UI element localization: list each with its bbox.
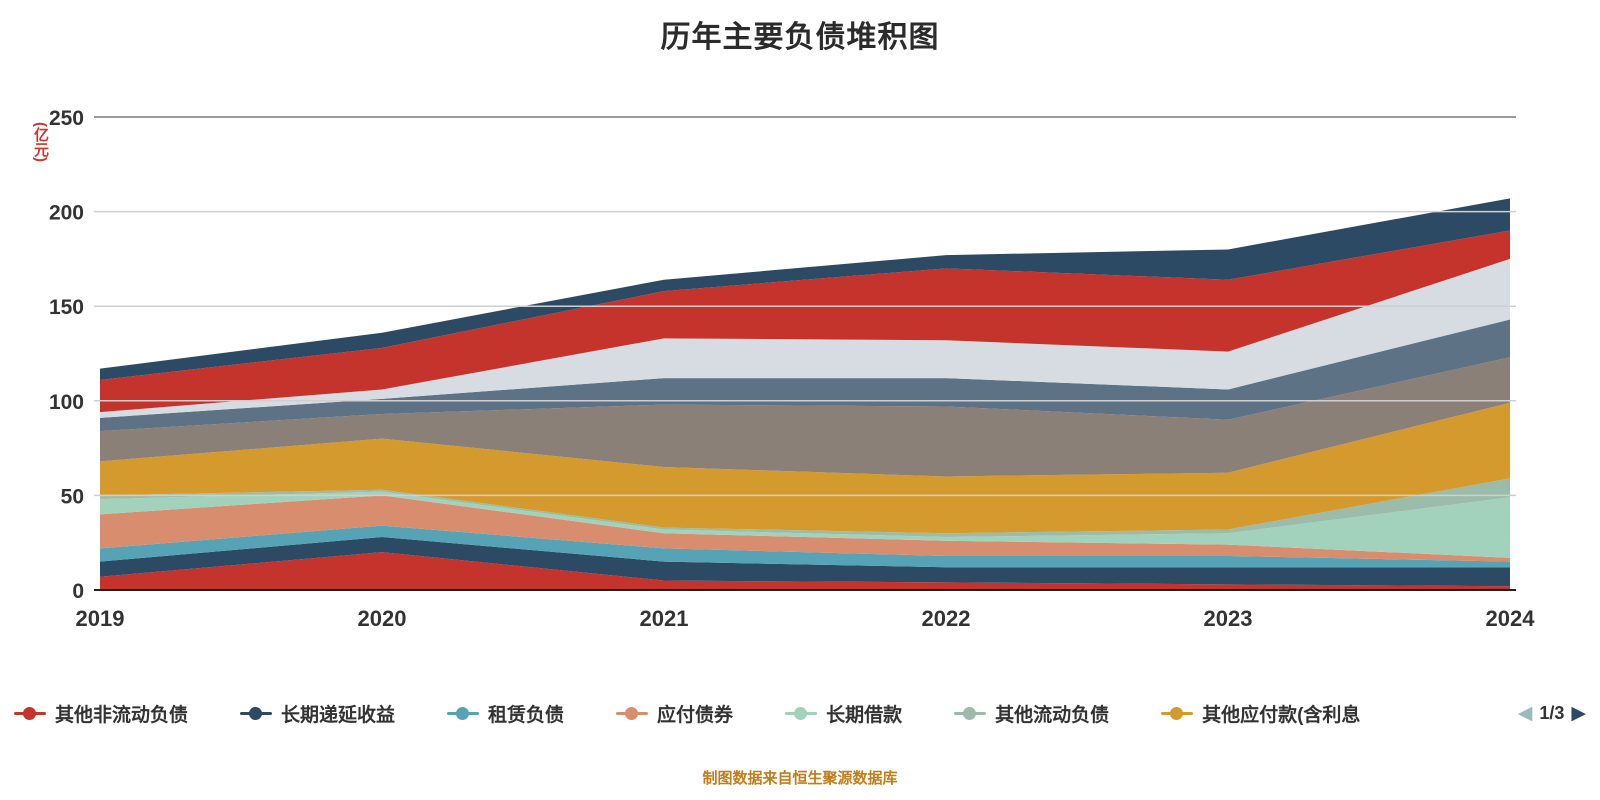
- legend-marker-icon: [14, 706, 46, 721]
- legend-items: 其他非流动负债 长期递延收益 租赁负债 应付债券 长期借款 其他流动负债 其他应付款(含利息: [14, 700, 1412, 727]
- legend-marker-icon: [1161, 706, 1194, 721]
- area-series-2-长期递延收益[interactable]: [100, 537, 1510, 587]
- legend-marker-icon: [447, 706, 480, 721]
- legend-item-6[interactable]: 其他流动负债: [954, 700, 1109, 727]
- y-tick-label-0: 0: [72, 580, 84, 603]
- legend-item-2[interactable]: 长期递延收益: [240, 700, 395, 727]
- y-tick-label-100: 100: [49, 391, 84, 414]
- y-tick-label-200: 200: [49, 202, 84, 225]
- legend-pager-text: 1/3: [1539, 703, 1565, 723]
- y-tick-label-150: 150: [49, 296, 84, 319]
- area-series-1-其他非流动负债[interactable]: [100, 552, 1510, 590]
- area-series-5-长期借款[interactable]: [100, 491, 1510, 558]
- legend-marker-icon: [785, 706, 818, 721]
- y-axis-unit-label: (亿元): [32, 122, 49, 162]
- area-series-4-应付债券[interactable]: [100, 495, 1510, 562]
- legend-item-7[interactable]: 其他应付款(含利息: [1161, 700, 1360, 727]
- x-tick-label-2023: 2023: [1204, 606, 1253, 631]
- legend-next-arrow-icon[interactable]: ▶: [1571, 703, 1586, 724]
- x-tick-label-2019: 2019: [76, 606, 125, 631]
- legend-item-5[interactable]: 长期借款: [785, 700, 902, 727]
- area-series-8-系列8[interactable]: [100, 357, 1510, 477]
- legend-marker-icon: [954, 706, 987, 721]
- area-series-7-其他应付款(含利息)[interactable]: [100, 402, 1510, 534]
- legend-item-label: 长期递延收益: [281, 705, 396, 726]
- area-series-12-系列12[interactable]: [100, 198, 1510, 380]
- legend-item-1[interactable]: 其他非流动负债: [14, 700, 188, 727]
- legend-item-label: 其他流动负债: [995, 705, 1110, 726]
- legend-item-label: 应付债券: [657, 705, 734, 726]
- y-tick-label-50: 50: [61, 485, 84, 508]
- area-series-11-系列11[interactable]: [100, 230, 1510, 413]
- legend-pager: ◀ 1/3 ▶: [1518, 703, 1586, 724]
- legend-item-3[interactable]: 租赁负债: [447, 700, 564, 727]
- area-series-10-系列10[interactable]: [100, 258, 1510, 418]
- area-series-3-租赁负债[interactable]: [100, 525, 1510, 568]
- legend-prev-arrow-icon[interactable]: ◀: [1517, 703, 1533, 724]
- legend-item-4[interactable]: 应付债券: [616, 700, 733, 727]
- x-tick-label-2024: 2024: [1486, 606, 1536, 631]
- stacked-area-chart[interactable]: 0 50 100 150 200 250 2019 2020 2021 2022 2023 2024: [0, 0, 1600, 680]
- x-tick-label-2021: 2021: [640, 606, 689, 631]
- source-note: 制图数据来自恒生聚源数据库: [702, 770, 898, 787]
- chart-title: 历年主要负债堆积图: [660, 21, 940, 54]
- x-tick-label-2020: 2020: [358, 606, 407, 631]
- y-tick-label-250: 250: [49, 107, 84, 130]
- x-tick-label-2022: 2022: [922, 606, 971, 631]
- legend-item-label: 租赁负债: [488, 705, 565, 726]
- legend-marker-icon: [240, 706, 273, 721]
- legend: 其他非流动负债 长期递延收益 租赁负债 应付债券 长期借款 其他流动负债 其他应付款(含利息…: [14, 700, 1586, 727]
- legend-item-label: 其他应付款(含利息: [1202, 705, 1361, 726]
- legend-item-label: 长期借款: [826, 705, 903, 726]
- legend-item-label: 其他非流动负债: [55, 705, 189, 726]
- area-series-9-系列9[interactable]: [100, 319, 1510, 432]
- legend-marker-icon: [616, 706, 649, 721]
